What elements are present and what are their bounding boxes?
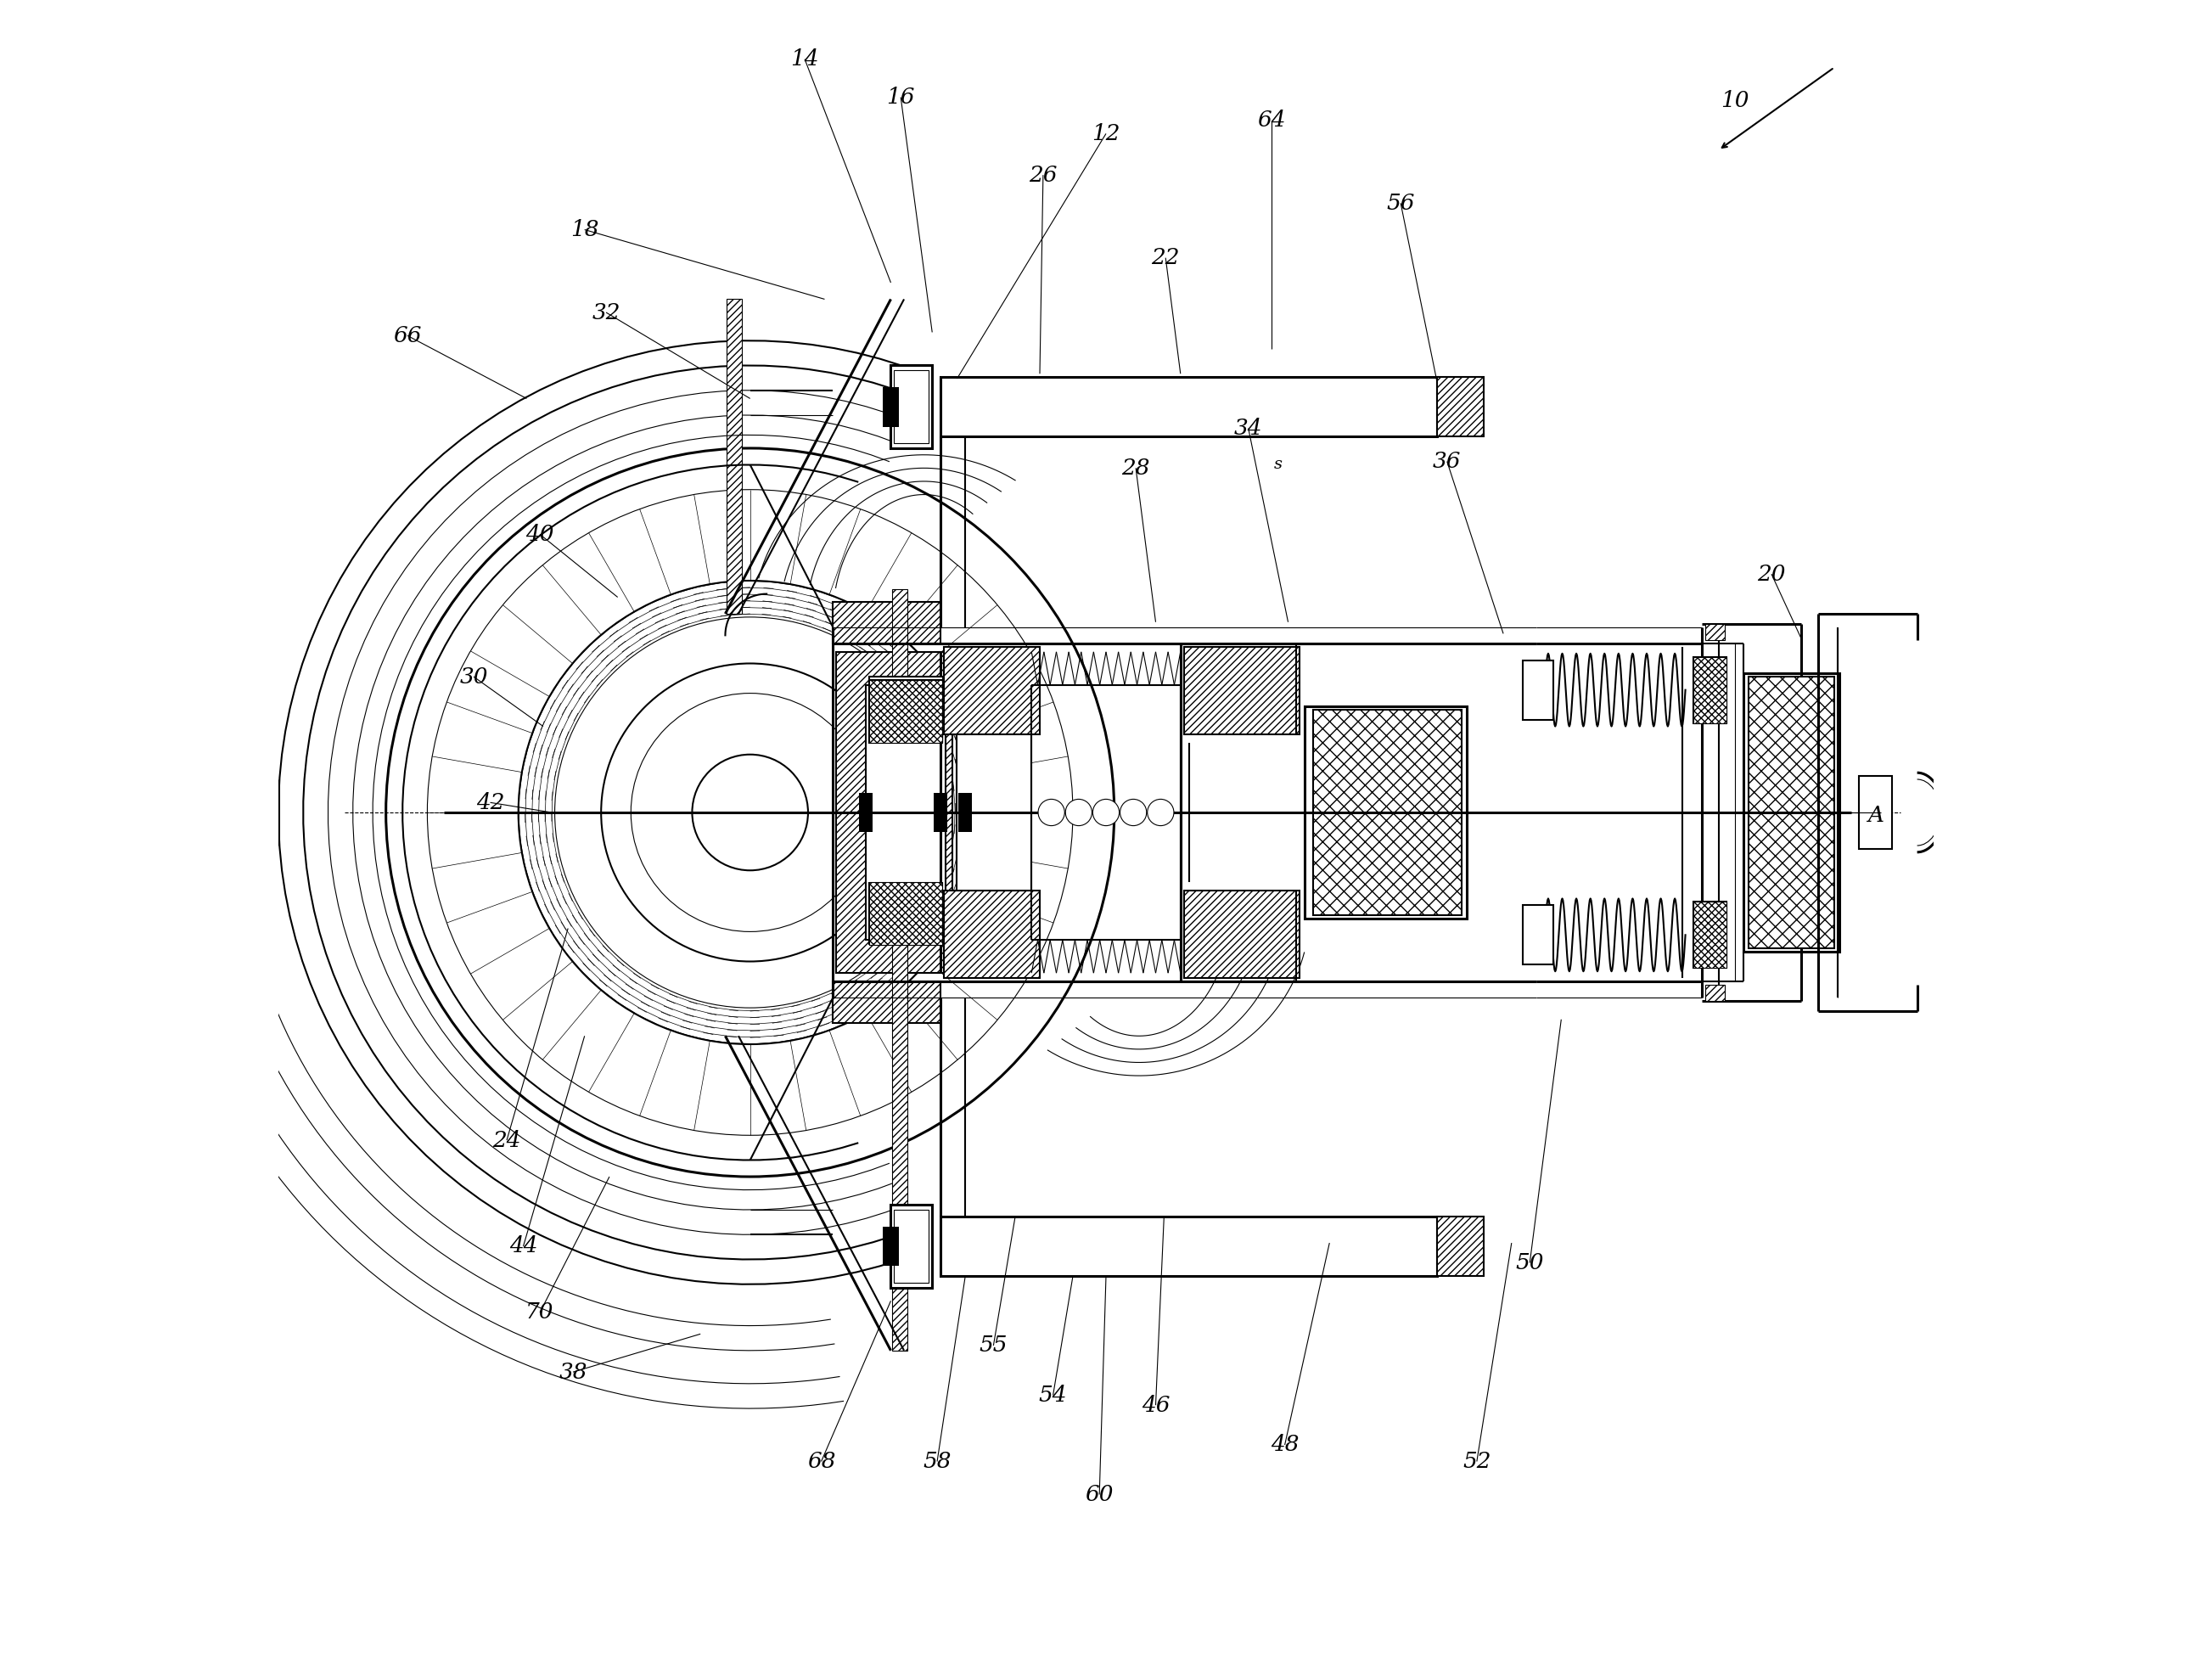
Text: 20: 20 (1756, 564, 1785, 585)
Text: s: s (1274, 458, 1283, 473)
Text: 54: 54 (1040, 1384, 1066, 1406)
Text: 32: 32 (593, 302, 619, 323)
Text: 14: 14 (790, 48, 818, 70)
Circle shape (692, 754, 807, 870)
Bar (1314, 710, 1462, 915)
Text: 18: 18 (571, 219, 599, 240)
Bar (1694, 657, 1728, 723)
Bar (891, 589, 907, 1351)
Bar (958, 734, 1031, 890)
Bar (1705, 985, 1725, 1001)
Text: 30: 30 (460, 667, 489, 688)
Bar (940, 1217, 1438, 1277)
Text: 64: 64 (1256, 109, 1285, 131)
Bar (1747, 676, 1834, 948)
Bar (1694, 657, 1728, 723)
Bar (1305, 706, 1467, 919)
Text: 56: 56 (1387, 192, 1416, 214)
Circle shape (1093, 799, 1119, 826)
Bar (1183, 647, 1301, 734)
Text: 36: 36 (1433, 451, 1462, 473)
Bar (933, 793, 947, 832)
Text: 58: 58 (922, 1451, 951, 1472)
Bar (869, 676, 942, 743)
Text: 28: 28 (1121, 458, 1150, 479)
Text: 42: 42 (476, 793, 504, 812)
Bar (958, 793, 971, 832)
Text: 10: 10 (1721, 90, 1750, 111)
Bar (728, 298, 741, 613)
Text: 16: 16 (887, 86, 916, 108)
Text: 68: 68 (807, 1451, 836, 1472)
Bar (865, 685, 945, 940)
Bar (1705, 623, 1725, 640)
Bar (883, 386, 898, 426)
Bar (836, 652, 951, 973)
Text: 66: 66 (394, 325, 422, 347)
Bar (1524, 905, 1553, 965)
Bar (891, 1205, 931, 1288)
Bar (858, 793, 872, 832)
Text: 50: 50 (1515, 1252, 1544, 1273)
Text: 70: 70 (526, 1302, 553, 1323)
Circle shape (1119, 799, 1146, 826)
Bar (894, 370, 929, 443)
Bar (891, 365, 931, 448)
Bar (1743, 673, 1840, 952)
Bar (1694, 902, 1728, 968)
Text: 44: 44 (509, 1235, 538, 1257)
Bar (1524, 660, 1553, 720)
Text: 26: 26 (1029, 164, 1057, 186)
Text: 24: 24 (493, 1129, 522, 1151)
Bar (869, 680, 942, 743)
Text: 38: 38 (560, 1361, 586, 1383)
Text: 60: 60 (1086, 1484, 1113, 1505)
Circle shape (1148, 799, 1175, 826)
Text: 48: 48 (1270, 1434, 1298, 1456)
Bar (940, 376, 1438, 436)
Text: 40: 40 (526, 524, 553, 545)
Text: 52: 52 (1462, 1451, 1491, 1472)
Bar (1438, 376, 1484, 436)
Circle shape (1066, 799, 1093, 826)
Bar (834, 602, 940, 643)
Circle shape (1037, 799, 1064, 826)
Bar (945, 647, 1040, 734)
Bar (869, 882, 942, 945)
Bar (1438, 1217, 1484, 1277)
Bar (834, 982, 940, 1023)
Bar (883, 1227, 898, 1267)
Text: 34: 34 (1234, 418, 1263, 439)
Text: 12: 12 (1093, 123, 1119, 144)
Bar (945, 890, 1040, 978)
Text: A: A (1867, 806, 1885, 826)
Bar (894, 1210, 929, 1283)
Bar (869, 676, 942, 739)
Bar (1694, 902, 1728, 968)
Text: 55: 55 (980, 1335, 1009, 1356)
Text: 22: 22 (1152, 247, 1179, 269)
Text: 46: 46 (1141, 1394, 1170, 1416)
Bar (1860, 776, 1891, 849)
Bar (1183, 890, 1301, 978)
